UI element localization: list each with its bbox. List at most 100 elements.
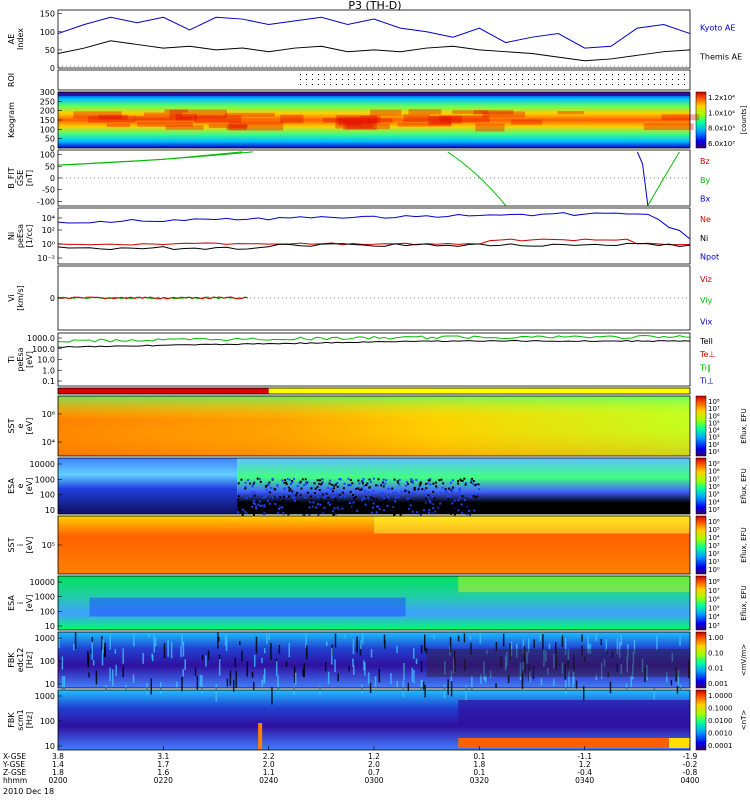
- roi-dot: [348, 84, 349, 85]
- roi-dot: [408, 74, 409, 75]
- esa-e-noise: [432, 503, 435, 506]
- roi-dot: [636, 84, 637, 85]
- esa-e-noise: [468, 509, 471, 512]
- esa-e-noise: [249, 495, 252, 498]
- esa-e-noise: [299, 494, 302, 497]
- esa-e-noise: [375, 511, 378, 514]
- colorbar-label: [counts]: [740, 105, 748, 134]
- keogram-blob: [482, 111, 526, 118]
- xaxis-row-label: hhmm: [3, 776, 27, 785]
- esa-e-noise: [244, 485, 247, 488]
- fbk1-stripe: [270, 642, 272, 661]
- esa-e-noise: [292, 497, 295, 500]
- colorbar-tick: 0.0010: [708, 730, 733, 738]
- ylabel-ae: AE Index: [7, 28, 25, 50]
- esa-e-noise: [470, 479, 473, 482]
- esa-e-noise: [353, 507, 356, 510]
- esa-e-noise: [421, 488, 424, 491]
- roi-dot: [444, 84, 445, 85]
- roi-dot: [678, 84, 679, 85]
- esa-e-noise: [471, 477, 474, 480]
- esa-e-noise: [320, 483, 323, 486]
- esa-e-noise: [300, 508, 303, 511]
- esa-e-noise: [437, 506, 440, 509]
- keogram-blob: [643, 123, 694, 131]
- legend-entry: Viz: [700, 275, 712, 284]
- esa-e-noise: [391, 504, 394, 507]
- colorbar-label-text: Eflux, EFU: [740, 527, 748, 562]
- esa-e-noise: [321, 478, 324, 481]
- esa-e-noise: [293, 506, 296, 509]
- legend-entry: Kyoto AE: [700, 23, 735, 32]
- esa-e-noise: [291, 493, 294, 496]
- esa-e-noise: [476, 495, 479, 498]
- colorbar-tick: 0.0001: [708, 742, 733, 750]
- ytick-label: 10: [45, 622, 55, 631]
- esa-e-noise: [451, 502, 454, 505]
- ytick-label: 10000: [30, 578, 55, 587]
- esa-e-noise: [304, 481, 307, 484]
- fbk1-stripe: [88, 672, 90, 678]
- sst-i-highlight: [374, 516, 690, 534]
- fbk1-stripe: [180, 645, 182, 658]
- esa-e-noise: [274, 502, 277, 505]
- roi-dot: [300, 79, 301, 80]
- fbk1-stripe: [605, 638, 608, 652]
- esa-e-noise: [240, 494, 243, 497]
- roi-dot: [678, 79, 679, 80]
- legend-entry: Bx: [700, 195, 710, 204]
- colorbar-tick: 10³: [708, 622, 720, 630]
- roi-dot: [660, 74, 661, 75]
- roi-dot: [456, 74, 457, 75]
- fbk1-stripe: [600, 638, 603, 646]
- esa-e-noise: [324, 499, 327, 502]
- esa-e-noise: [394, 496, 397, 499]
- esa-e-noise: [472, 482, 475, 485]
- roi-dot: [420, 84, 421, 85]
- roi-dot: [606, 79, 607, 80]
- esa-e-noise: [436, 510, 439, 513]
- fbk1-stripe: [370, 649, 373, 658]
- fbk1-stripe: [620, 634, 623, 646]
- xtick-label: -0.8: [683, 768, 698, 777]
- colorbar-tick: 10⁵: [708, 491, 720, 499]
- esa-e-noise: [279, 494, 282, 497]
- esa-e-noise: [438, 479, 441, 482]
- colorbar-label-text: Eflux, EFU: [740, 468, 748, 503]
- fbk1-stripe: [421, 679, 423, 688]
- fbk1-stripe: [167, 640, 169, 657]
- keogram-blob: [408, 109, 442, 115]
- roi-dot: [510, 79, 511, 80]
- fbk1-stripe: [582, 686, 585, 701]
- esa-e-noise: [381, 507, 384, 510]
- ylabel-text: [eV]: [25, 537, 34, 554]
- roi-dot: [408, 79, 409, 80]
- esa-e-noise: [410, 494, 413, 497]
- colorbar-tick: 10⁶: [708, 412, 720, 420]
- esa-e-noise: [419, 513, 422, 516]
- roi-dot: [684, 74, 685, 75]
- esa-e-noise: [321, 493, 324, 496]
- esa-e-noise: [368, 507, 371, 510]
- esa-e-noise: [432, 482, 435, 485]
- keogram-blob: [397, 122, 452, 127]
- esa-e-noise: [427, 494, 430, 497]
- roi-dot: [360, 79, 361, 80]
- roi-dot: [510, 74, 511, 75]
- esa-e-noise: [309, 500, 312, 503]
- fbk1-stripe: [573, 669, 575, 684]
- esa-e-noise: [364, 496, 367, 499]
- ytick-label: 50: [45, 46, 55, 55]
- fbk1-stripe: [469, 635, 472, 640]
- esa-e-noise: [470, 481, 473, 484]
- esa-e-noise: [357, 487, 360, 490]
- esa-e-noise: [361, 479, 364, 482]
- keogram-blob: [134, 116, 193, 121]
- fbk1-stripe: [58, 636, 60, 649]
- esa-e-noise: [458, 490, 461, 493]
- esa-e-noise: [357, 479, 360, 482]
- fbk1-stripe: [581, 634, 583, 642]
- fbk1-stripe: [542, 634, 544, 652]
- colorbar-tick: 10⁸: [708, 398, 720, 406]
